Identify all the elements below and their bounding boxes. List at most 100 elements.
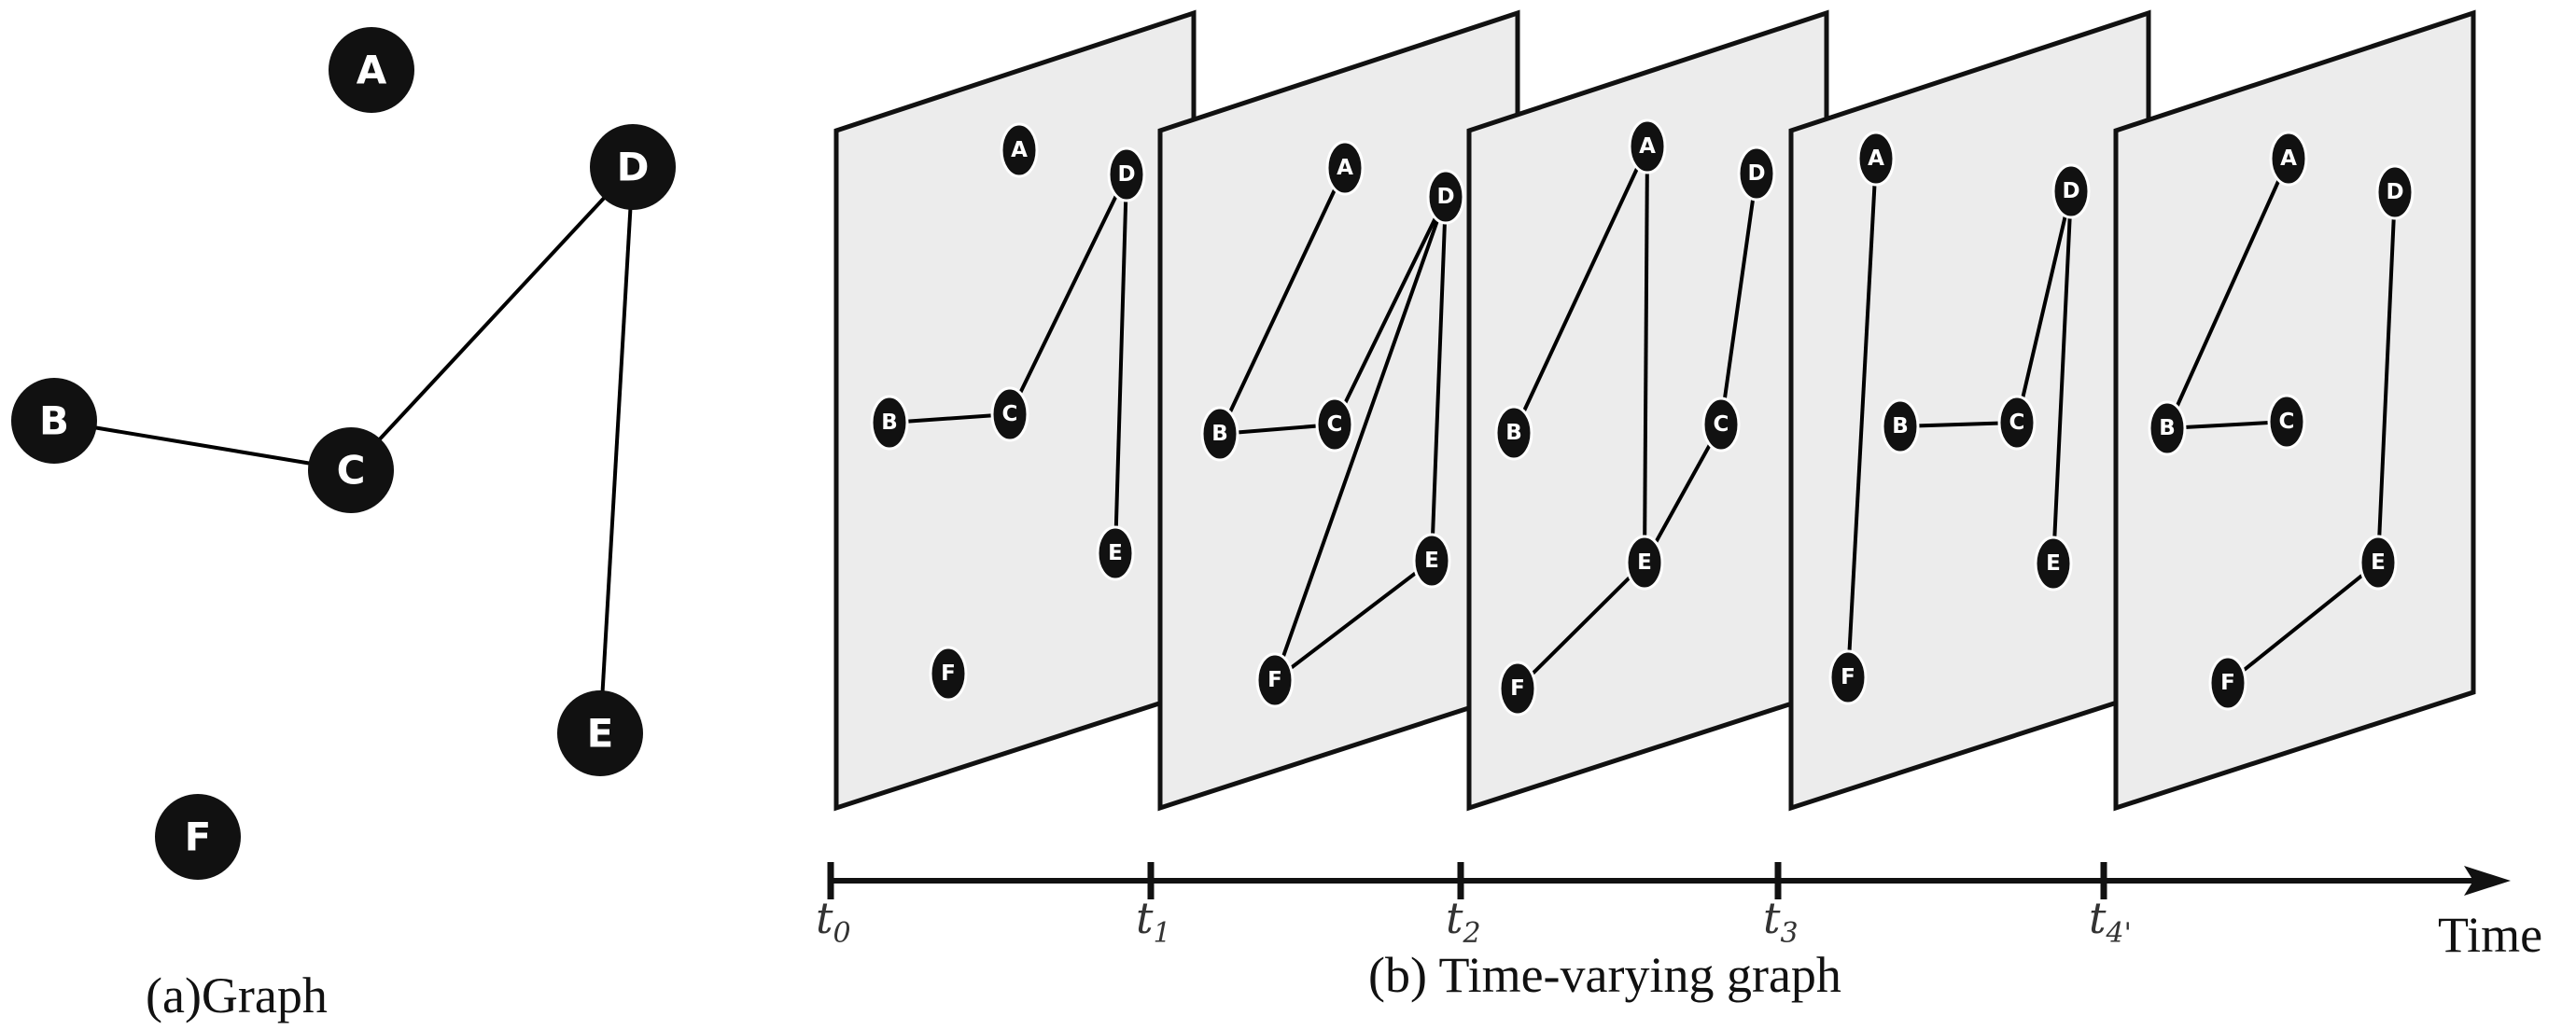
snapshot-edge-b-c bbox=[1219, 423, 1336, 436]
snapshot-node-label: D bbox=[1436, 185, 1454, 209]
snapshot-node-label: F bbox=[2220, 671, 2235, 695]
snapshot-node-e: E bbox=[2034, 536, 2073, 592]
time-tick-label-3: t3 bbox=[1763, 893, 1799, 950]
snapshot-node-label: A bbox=[1337, 156, 1353, 180]
snapshot-edge-a-b bbox=[2165, 158, 2290, 429]
snapshot-edge-d-f bbox=[1273, 196, 1448, 681]
snapshot-node-a: A bbox=[1000, 122, 1039, 178]
snapshot-4: A B C D E F bbox=[2113, 9, 2476, 812]
snapshot-edge-d-e bbox=[1113, 174, 1128, 554]
snapshot-node-label: C bbox=[1327, 412, 1343, 437]
snapshot-node-b: B bbox=[1494, 405, 1533, 461]
snapshot-edge-e-f bbox=[1516, 561, 1646, 690]
snapshot-node-f: F bbox=[1828, 649, 1868, 705]
snapshot-node-a: A bbox=[1325, 140, 1365, 196]
graph-node-c: C bbox=[308, 427, 394, 513]
snapshot-edge-a-b bbox=[1218, 167, 1347, 435]
snapshot-node-label: F bbox=[941, 661, 956, 686]
snapshot-2: A B C D E F bbox=[1466, 9, 1829, 812]
snapshot-node-e: E bbox=[1096, 525, 1135, 581]
snapshot-edge-a-e bbox=[1643, 146, 1649, 564]
graph-edge-c-d bbox=[349, 165, 635, 472]
snapshot-3: A B C D E F bbox=[1788, 9, 2151, 812]
time-axis: t0 t1 t2 t3 t4' Time bbox=[816, 862, 2542, 963]
snapshot-node-c: C bbox=[1997, 395, 2037, 451]
snapshot-edge-a-b bbox=[1512, 146, 1649, 434]
graph-node-label: E bbox=[587, 711, 614, 757]
snapshot-node-label: B bbox=[1892, 414, 1909, 438]
snapshot-edge-a-f bbox=[1846, 158, 1878, 678]
time-axis-label: Time bbox=[2438, 907, 2542, 963]
snapshot-edge-c-e bbox=[1643, 424, 1723, 564]
snapshot-node-label: D bbox=[1117, 162, 1135, 187]
snapshot-node-label: E bbox=[2371, 550, 2386, 575]
time-varying-graph-caption: (b) Time-varying graph bbox=[1368, 947, 1841, 1003]
graph-node-label: C bbox=[337, 448, 366, 494]
snapshot-node-label: B bbox=[1211, 422, 1228, 446]
snapshot-node-d: D bbox=[1426, 169, 1465, 225]
snapshot-node-e: E bbox=[1625, 535, 1664, 591]
snapshot-node-label: E bbox=[1424, 549, 1439, 573]
snapshot-node-c: C bbox=[1315, 397, 1354, 452]
graph-node-label: F bbox=[185, 814, 212, 860]
snapshot-node-label: D bbox=[2062, 179, 2079, 203]
snapshot-node-label: A bbox=[1011, 138, 1028, 162]
graph-node-label: B bbox=[39, 398, 69, 444]
snapshot-1: A B C D E F bbox=[1157, 9, 1520, 812]
snapshot-node-d: D bbox=[1737, 146, 1776, 202]
snapshot-edge-d-e bbox=[1430, 196, 1448, 562]
snapshot-node-c: C bbox=[2267, 394, 2306, 450]
snapshot-node-label: B bbox=[881, 411, 898, 435]
snapshot-edge-d-e bbox=[2376, 191, 2397, 564]
snapshot-node-e: E bbox=[2359, 535, 2398, 591]
snapshot-node-e: E bbox=[1412, 533, 1451, 589]
snapshot-node-b: B bbox=[870, 395, 909, 451]
time-tick-label-4: t4' bbox=[2089, 893, 2132, 950]
snapshot-node-label: E bbox=[1637, 550, 1652, 575]
snapshot-node-a: A bbox=[1856, 131, 1896, 187]
snapshot-node-label: F bbox=[1510, 676, 1525, 701]
graph-node-b: B bbox=[11, 378, 97, 464]
snapshot-node-label: C bbox=[1002, 402, 1018, 426]
time-tick-label-1: t1 bbox=[1136, 893, 1171, 950]
graph-node-d: D bbox=[590, 124, 676, 210]
graph-node-f: F bbox=[155, 794, 241, 880]
snapshot-node-label: B bbox=[2159, 416, 2176, 440]
time-tick-label-2: t2 bbox=[1446, 893, 1481, 950]
snapshot-node-label: F bbox=[1841, 665, 1855, 689]
snapshot-0: A B C D E F bbox=[833, 9, 1197, 812]
snapshot-node-label: C bbox=[1714, 412, 1729, 437]
snapshot-node-a: A bbox=[1628, 118, 1667, 174]
snapshot-node-label: A bbox=[1868, 146, 1884, 171]
snapshot-node-label: D bbox=[1747, 161, 1765, 186]
snapshot-node-d: D bbox=[1107, 146, 1146, 202]
snapshot-planes: A B C D E F A B C D E F A B C D E F A B C D E F A B C D E F bbox=[833, 9, 2476, 812]
snapshot-node-f: F bbox=[2208, 655, 2247, 711]
snapshot-node-label: D bbox=[2386, 180, 2403, 204]
snapshot-edge-c-d bbox=[1008, 174, 1128, 415]
graph-node-label: A bbox=[357, 48, 387, 93]
time-axis-arrowhead bbox=[2464, 866, 2511, 896]
snapshot-edge-b-c bbox=[2166, 420, 2288, 430]
graph-node-label: D bbox=[617, 145, 650, 190]
static-graph: A B C D E F bbox=[11, 27, 676, 880]
snapshot-node-d: D bbox=[2375, 164, 2415, 220]
snapshot-edge-b-c bbox=[889, 412, 1011, 425]
graph-edge-b-c bbox=[53, 419, 352, 472]
snapshot-node-b: B bbox=[1881, 398, 1920, 454]
snapshot-node-label: E bbox=[1108, 541, 1123, 565]
snapshot-node-f: F bbox=[1255, 652, 1295, 708]
snapshot-node-b: B bbox=[2148, 400, 2187, 456]
snapshot-node-d: D bbox=[2051, 163, 2091, 219]
snapshot-edge-d-e bbox=[2051, 190, 2073, 564]
snapshot-node-b: B bbox=[1200, 406, 1239, 462]
snapshot-node-label: F bbox=[1267, 668, 1282, 692]
snapshot-edge-b-c bbox=[1899, 421, 2018, 428]
snapshot-node-label: C bbox=[2009, 411, 2025, 435]
snapshot-edge-e-f bbox=[2226, 561, 2380, 685]
snapshot-node-label: A bbox=[2280, 146, 2297, 171]
snapshot-edge-c-d bbox=[1333, 196, 1448, 425]
snapshot-edge-e-f bbox=[1273, 559, 1434, 682]
time-tick-label-0: t0 bbox=[816, 893, 851, 950]
